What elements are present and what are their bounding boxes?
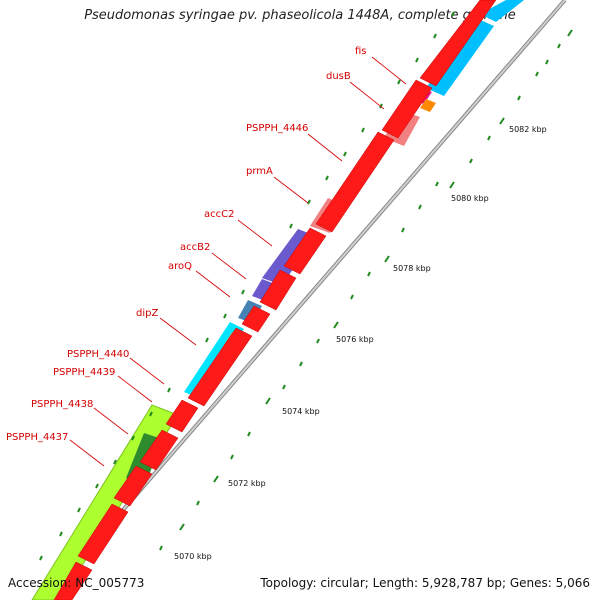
label-leaders [69,56,407,467]
gene-label[interactable]: PSPPH_4437 [6,432,68,443]
cds-arrow[interactable] [241,305,271,333]
scale-label: 5070 kbp [174,552,212,561]
gene-label[interactable]: accC2 [204,209,234,220]
scale-ruler [159,29,573,551]
scale-label: 5082 kbp [509,125,547,134]
cds-arrow[interactable] [77,503,129,565]
gene-dusB[interactable] [420,99,436,112]
cds-arrow[interactable] [113,465,153,507]
cds-arrow[interactable] [259,269,297,311]
scale-label: 5078 kbp [393,264,431,273]
gene-label[interactable]: fis [355,46,367,57]
cds-arrow[interactable] [381,79,433,139]
cds-arrow[interactable] [139,429,179,471]
reverse-cds-track [53,0,497,600]
scale-labels: 5082 kbp 5080 kbp 5078 kbp 5076 kbp 5074… [174,125,547,561]
cds-arrow[interactable] [419,0,497,87]
cds-arrow[interactable] [165,399,199,433]
gene-label[interactable]: prmA [246,166,273,177]
gene-label-group: fis dusB PSPPH_4446 prmA accC2 accB2 aro… [6,46,367,443]
gene-label[interactable]: PSPPH_4446 [246,123,308,134]
cds-arrow[interactable] [53,561,93,600]
scale-label: 5072 kbp [228,479,266,488]
gene-label[interactable]: accB2 [180,242,210,253]
genome-summary-text: Topology: circular; Length: 5,928,787 bp… [260,576,590,590]
cds-arrow[interactable] [187,327,253,407]
gene-upper-cyan[interactable] [426,18,494,96]
scale-label: 5080 kbp [451,194,489,203]
scale-label: 5074 kbp [282,407,320,416]
accession-text: Accession: NC_005773 [8,576,145,590]
cds-arrow[interactable] [315,131,395,233]
gene-label[interactable]: PSPPH_4440 [67,349,129,360]
gene-label[interactable]: dipZ [136,308,158,319]
scale-label: 5076 kbp [336,335,374,344]
forward-ticks [39,11,455,561]
gene-label[interactable]: PSPPH_4438 [31,399,93,410]
gene-aroQ[interactable] [238,300,262,323]
gene-label[interactable]: aroQ [168,261,192,272]
gene-label[interactable]: dusB [326,71,351,82]
cds-arrow[interactable] [283,227,327,275]
map-title: Pseudomonas syringae pv. phaseolicola 14… [84,8,516,23]
gene-label[interactable]: PSPPH_4439 [53,367,115,378]
gene-top-cyan[interactable] [480,0,524,22]
